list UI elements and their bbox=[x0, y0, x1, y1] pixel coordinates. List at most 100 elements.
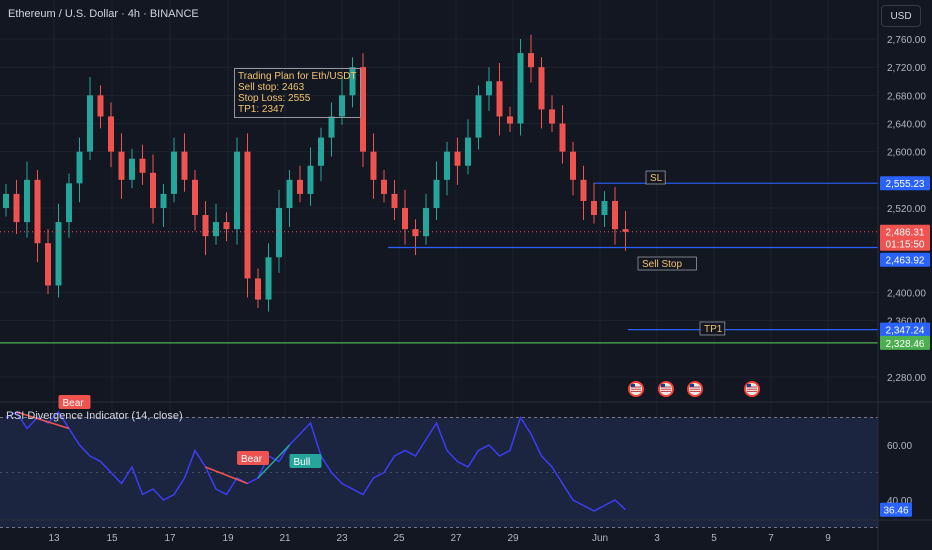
bullish-divergence-tag[interactable]: Bull bbox=[289, 454, 322, 468]
bearish-divergence-tag[interactable]: Bear bbox=[58, 395, 91, 409]
plan-line: TP1: 2347 bbox=[238, 104, 285, 115]
stop-loss-price-badge[interactable]: 2,555.23 bbox=[880, 176, 930, 191]
candle-body bbox=[150, 172, 156, 208]
rsi-indicator-title[interactable]: RSI Divergence Indicator (14, close) bbox=[6, 410, 183, 422]
sl-label[interactable]: SL bbox=[645, 170, 666, 185]
x-tick-label: 23 bbox=[336, 533, 348, 544]
trading-plan-note[interactable]: Trading Plan for Eth/USDT Sell stop: 246… bbox=[234, 68, 361, 118]
us-flag-event-icon[interactable] bbox=[658, 381, 674, 397]
candle-body bbox=[622, 229, 629, 232]
divergence-tag-bg bbox=[58, 395, 91, 409]
support-badge-text: 2,328.46 bbox=[886, 339, 925, 350]
candle-body bbox=[160, 193, 167, 208]
divergence-tag-bg bbox=[289, 454, 322, 468]
candle-body bbox=[318, 137, 324, 166]
tp1-badge-text: 2,347.24 bbox=[886, 326, 925, 337]
support-badge-bg bbox=[880, 335, 930, 350]
x-tick-label: 21 bbox=[279, 533, 291, 544]
candle-body bbox=[97, 95, 104, 117]
candle-body bbox=[381, 179, 387, 194]
candle-body bbox=[202, 215, 209, 237]
price-tick-label: 2,760.00 bbox=[887, 35, 926, 46]
candle-body bbox=[528, 53, 534, 68]
candle-body bbox=[276, 208, 282, 258]
candle-body bbox=[559, 123, 566, 152]
x-tick-label: 29 bbox=[507, 533, 519, 544]
x-tick-label: 19 bbox=[222, 533, 234, 544]
last-price-price-badge[interactable]: 2,486.31 bbox=[880, 224, 930, 239]
candle-body bbox=[370, 151, 377, 180]
stop-loss-badge-text: 2,555.23 bbox=[886, 179, 925, 190]
sell-stop-badge-text: 2,463.92 bbox=[886, 256, 925, 267]
candle-body bbox=[549, 109, 555, 124]
sl-label-text: SL bbox=[650, 173, 663, 184]
candle-body bbox=[255, 278, 261, 300]
rsi-tick-label: 60.00 bbox=[887, 441, 912, 452]
x-tick-label: 27 bbox=[450, 533, 462, 544]
candle-body bbox=[423, 208, 429, 237]
divergence-tag-text: Bear bbox=[241, 454, 263, 465]
tp1-price-badge[interactable]: 2,347.24 bbox=[880, 322, 930, 337]
x-tick-label: 15 bbox=[106, 533, 118, 544]
x-tick-label: Jun bbox=[592, 533, 608, 544]
candle-body bbox=[55, 222, 62, 286]
tp1-label[interactable]: TP1 bbox=[699, 321, 726, 336]
sell-stop-label-text: Sell Stop bbox=[642, 259, 682, 270]
candle-body bbox=[454, 151, 461, 166]
candle-body bbox=[244, 151, 251, 279]
candle-body bbox=[412, 229, 419, 237]
last-price-badge-bg bbox=[880, 224, 930, 239]
candle-body bbox=[286, 179, 293, 208]
candle-body bbox=[297, 179, 303, 194]
us-flag-event-icon[interactable] bbox=[687, 381, 703, 397]
support-price-badge[interactable]: 2,328.46 bbox=[880, 335, 930, 350]
currency-button[interactable]: USD bbox=[881, 5, 921, 27]
price-tick-label: 2,360.00 bbox=[887, 317, 926, 328]
plan-line: Stop Loss: 2555 bbox=[238, 93, 311, 104]
rsi-value-badge[interactable]: 36.46 bbox=[880, 502, 912, 517]
divergence-line bbox=[257, 444, 291, 479]
flag-canton bbox=[690, 384, 694, 387]
tp1-label-box bbox=[699, 321, 726, 336]
us-flag-event-icon[interactable] bbox=[628, 381, 644, 397]
candle-body bbox=[391, 193, 398, 208]
candle-body bbox=[433, 179, 440, 208]
bearish-divergence-tag[interactable]: Bear bbox=[237, 451, 269, 465]
sell-stop-label-box bbox=[637, 256, 697, 271]
flag-canton bbox=[661, 384, 665, 387]
x-tick-label: 9 bbox=[825, 533, 831, 544]
price-tick-label: 2,640.00 bbox=[887, 120, 926, 131]
countdown-price-badge[interactable]: 01:15:50 bbox=[880, 236, 930, 251]
candle-body bbox=[3, 193, 9, 208]
candle-body bbox=[328, 116, 335, 138]
sell-stop-price-badge[interactable]: 2,463.92 bbox=[880, 252, 930, 267]
candle-body bbox=[181, 151, 188, 180]
candle-body bbox=[129, 158, 135, 180]
candle-body bbox=[118, 151, 125, 180]
x-tick-label: 17 bbox=[164, 533, 176, 544]
flag-canton bbox=[631, 384, 635, 387]
candle-body bbox=[339, 95, 345, 117]
sell-stop-badge-bg bbox=[880, 252, 930, 267]
x-tick-label: 5 bbox=[711, 533, 717, 544]
candle-body bbox=[76, 151, 83, 184]
x-tick-label: 3 bbox=[654, 533, 660, 544]
plan-line: Trading Plan for Eth/USDT bbox=[238, 71, 357, 82]
rsi-badge-bg bbox=[880, 502, 912, 517]
price-tick-label: 2,720.00 bbox=[887, 63, 926, 74]
candle-body bbox=[139, 158, 146, 173]
candle-body bbox=[360, 67, 366, 152]
candle-body bbox=[612, 200, 618, 230]
stop-loss-badge-bg bbox=[880, 176, 930, 191]
sell-stop-label[interactable]: Sell Stop bbox=[637, 256, 697, 271]
price-tick-label: 2,400.00 bbox=[887, 289, 926, 300]
rsi-line[interactable] bbox=[5, 410, 627, 512]
divergence-tag-bg bbox=[237, 451, 269, 465]
candle-body bbox=[45, 243, 51, 286]
us-flag-event-icon[interactable] bbox=[744, 381, 760, 397]
divergence-line bbox=[205, 466, 248, 485]
candle-body bbox=[265, 257, 272, 300]
plan-line: Sell stop: 2463 bbox=[238, 82, 305, 93]
price-tick-label: 2,680.00 bbox=[887, 91, 926, 102]
